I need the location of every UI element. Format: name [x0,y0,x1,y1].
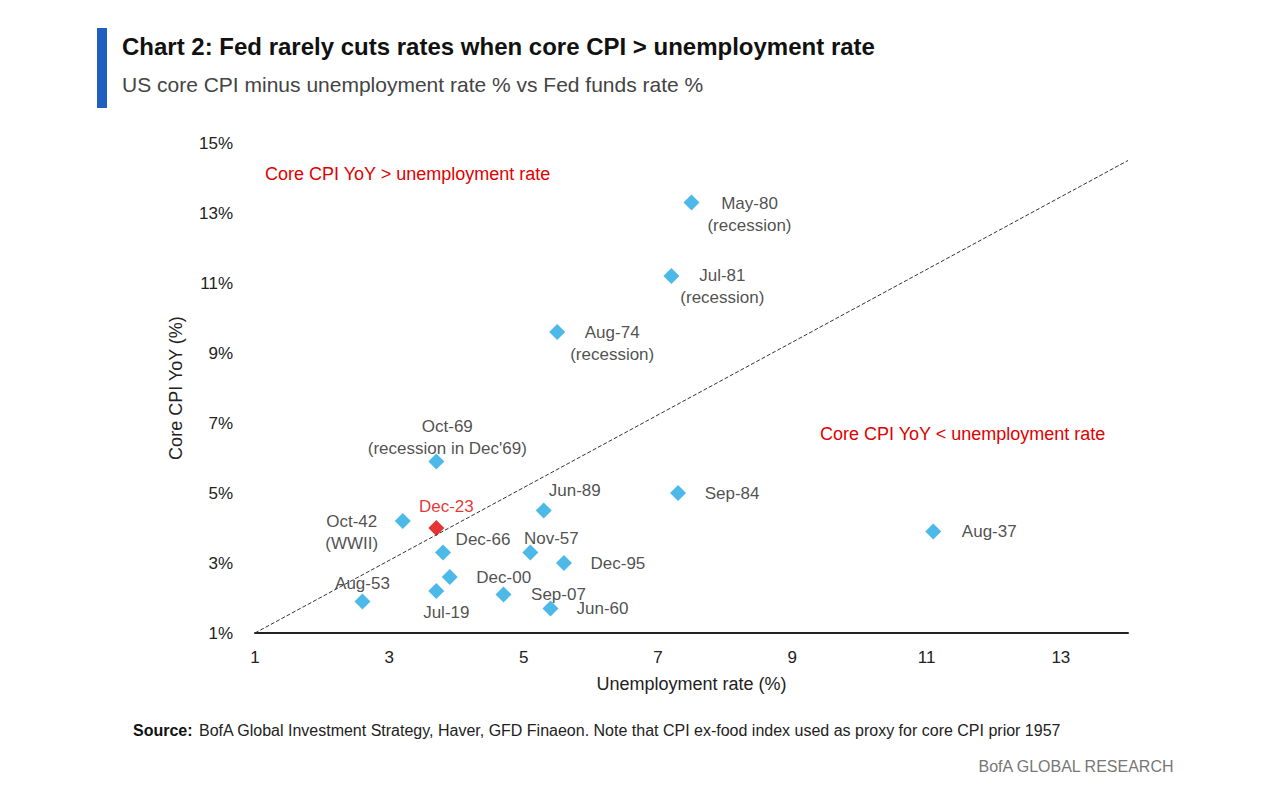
svg-text:9%: 9% [208,344,233,363]
svg-text:Jun-60: Jun-60 [576,599,628,618]
svg-text:1%: 1% [208,624,233,643]
svg-text:13: 13 [1051,648,1070,667]
svg-text:3%: 3% [208,554,233,573]
svg-text:BofA Global Investment Strateg: BofA Global Investment Strategy, Haver, … [199,722,1061,739]
svg-text:7: 7 [653,648,662,667]
svg-text:9: 9 [787,648,796,667]
svg-text:Jul-81: Jul-81 [699,266,745,285]
svg-text:Core CPI YoY > unemployment ra: Core CPI YoY > unemployment rate [265,164,550,184]
svg-text:1: 1 [250,648,259,667]
svg-text:Oct-69: Oct-69 [422,417,473,436]
svg-text:Dec-23: Dec-23 [419,497,474,516]
svg-text:Jun-89: Jun-89 [549,481,601,500]
svg-text:11: 11 [918,648,936,667]
svg-text:11%: 11% [200,274,233,293]
svg-text:7%: 7% [208,414,233,433]
svg-text:Source:: Source: [133,722,193,739]
svg-text:(recession in Dec'69): (recession in Dec'69) [368,439,527,458]
svg-text:Chart 2: Fed rarely cuts rates: Chart 2: Fed rarely cuts rates when core… [122,33,875,60]
svg-text:(recession): (recession) [680,288,764,307]
svg-text:Oct-42: Oct-42 [326,512,377,531]
svg-text:Nov-57: Nov-57 [524,529,579,548]
svg-text:US core CPI minus unemployment: US core CPI minus unemployment rate % vs… [122,73,703,96]
svg-text:Sep-07: Sep-07 [531,585,586,604]
svg-text:Unemployment rate (%): Unemployment rate (%) [596,674,786,694]
svg-text:5: 5 [519,648,528,667]
svg-text:(recession): (recession) [570,345,654,364]
svg-text:Aug-74: Aug-74 [585,323,640,342]
svg-text:15%: 15% [199,134,233,153]
svg-text:Aug-37: Aug-37 [962,522,1017,541]
svg-text:Dec-00: Dec-00 [476,568,531,587]
svg-text:Aug-53: Aug-53 [335,574,390,593]
svg-text:Dec-66: Dec-66 [456,530,511,549]
svg-text:BofA GLOBAL RESEARCH: BofA GLOBAL RESEARCH [978,758,1173,775]
svg-text:May-80: May-80 [721,194,778,213]
svg-text:13%: 13% [199,204,233,223]
svg-text:Dec-95: Dec-95 [591,554,646,573]
svg-text:Jul-19: Jul-19 [423,603,469,622]
svg-text:Sep-84: Sep-84 [705,484,760,503]
svg-text:(recession): (recession) [707,216,791,235]
svg-text:(WWII): (WWII) [325,534,378,553]
svg-text:Core CPI YoY < unemployment ra: Core CPI YoY < unemployment rate [820,424,1105,444]
svg-text:5%: 5% [208,484,233,503]
svg-text:Core CPI YoY (%): Core CPI YoY (%) [166,316,186,460]
svg-text:3: 3 [385,648,394,667]
